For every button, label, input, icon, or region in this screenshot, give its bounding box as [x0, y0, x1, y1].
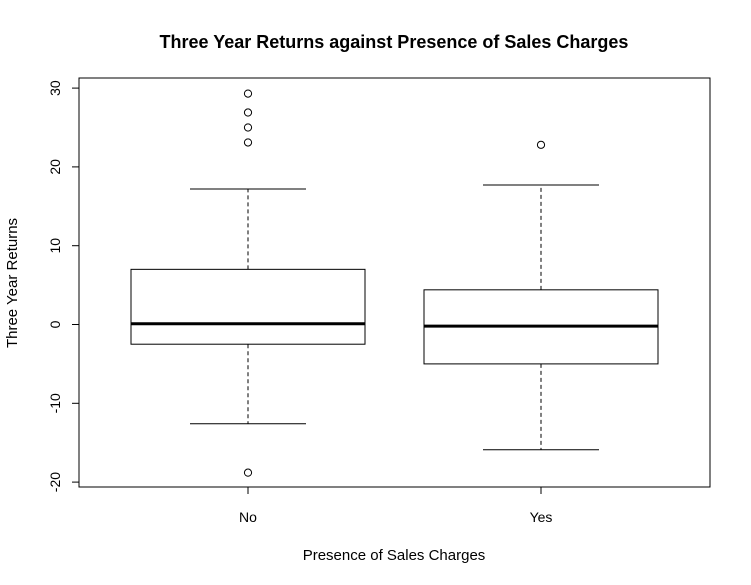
- x-axis: No Yes: [239, 487, 552, 525]
- y-tick-label: -10: [47, 393, 63, 413]
- outlier-point: [243, 108, 253, 117]
- chart-title: Three Year Returns against Presence of S…: [160, 32, 629, 52]
- outlier-point: [243, 138, 253, 147]
- y-tick-label: 10: [47, 238, 63, 254]
- outlier-point: [536, 140, 546, 149]
- x-axis-label: Presence of Sales Charges: [303, 547, 486, 564]
- plot-frame: [78, 77, 711, 488]
- iqr-box: [130, 268, 366, 345]
- box-group-no: [130, 89, 366, 477]
- x-tick-label: Yes: [530, 509, 553, 525]
- y-tick-label: -20: [47, 472, 63, 492]
- y-axis-label: Three Year Returns: [4, 218, 21, 348]
- y-tick-label: 30: [47, 80, 63, 96]
- boxes-layer: [130, 89, 659, 477]
- y-tick-label: 0: [47, 320, 63, 328]
- y-axis: -20 -10 0 10 20 30: [47, 80, 79, 492]
- outlier-point: [243, 468, 253, 477]
- box-group-yes: [423, 140, 659, 451]
- outlier-point: [243, 123, 253, 132]
- y-tick-label: 20: [47, 159, 63, 175]
- x-tick-label: No: [239, 509, 257, 525]
- outlier-point: [243, 89, 253, 98]
